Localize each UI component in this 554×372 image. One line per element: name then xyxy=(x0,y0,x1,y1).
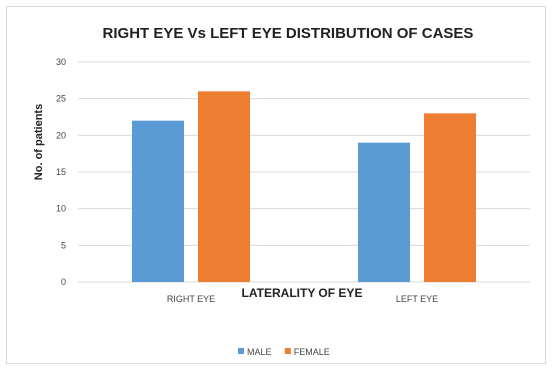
chart-title: RIGHT EYE Vs LEFT EYE DISTRIBUTION OF CA… xyxy=(103,25,474,42)
x-tick-label: LEFT EYE xyxy=(396,294,438,304)
legend-swatch-male xyxy=(238,348,244,354)
y-tick-label: 25 xyxy=(56,94,66,104)
bar-male-left-eye xyxy=(358,142,410,282)
y-tick-label: 30 xyxy=(56,57,66,67)
y-axis-label: No. of patients xyxy=(33,104,45,180)
y-tick-label: 10 xyxy=(56,204,66,214)
y-axis-ticks: 0 5 10 15 20 25 30 xyxy=(56,57,66,287)
x-axis-ticks: RIGHT EYE LEFT EYE xyxy=(167,294,438,304)
y-tick-label: 15 xyxy=(56,167,66,177)
y-tick-label: 5 xyxy=(61,240,66,250)
legend-swatch-female xyxy=(284,348,291,354)
legend: MALE FEMALE xyxy=(238,347,330,357)
y-tick-label: 0 xyxy=(61,277,66,287)
x-axis-label: LATERALITY OF EYE xyxy=(242,286,363,300)
x-tick-label: RIGHT EYE xyxy=(167,294,215,304)
y-tick-label: 20 xyxy=(56,130,66,140)
legend-label-male: MALE xyxy=(247,347,272,357)
bar-female-left-eye xyxy=(424,113,476,282)
bar-male-right-eye xyxy=(132,120,184,283)
bars xyxy=(132,91,476,283)
bar-female-right-eye xyxy=(198,91,250,282)
legend-label-female: FEMALE xyxy=(294,347,330,357)
